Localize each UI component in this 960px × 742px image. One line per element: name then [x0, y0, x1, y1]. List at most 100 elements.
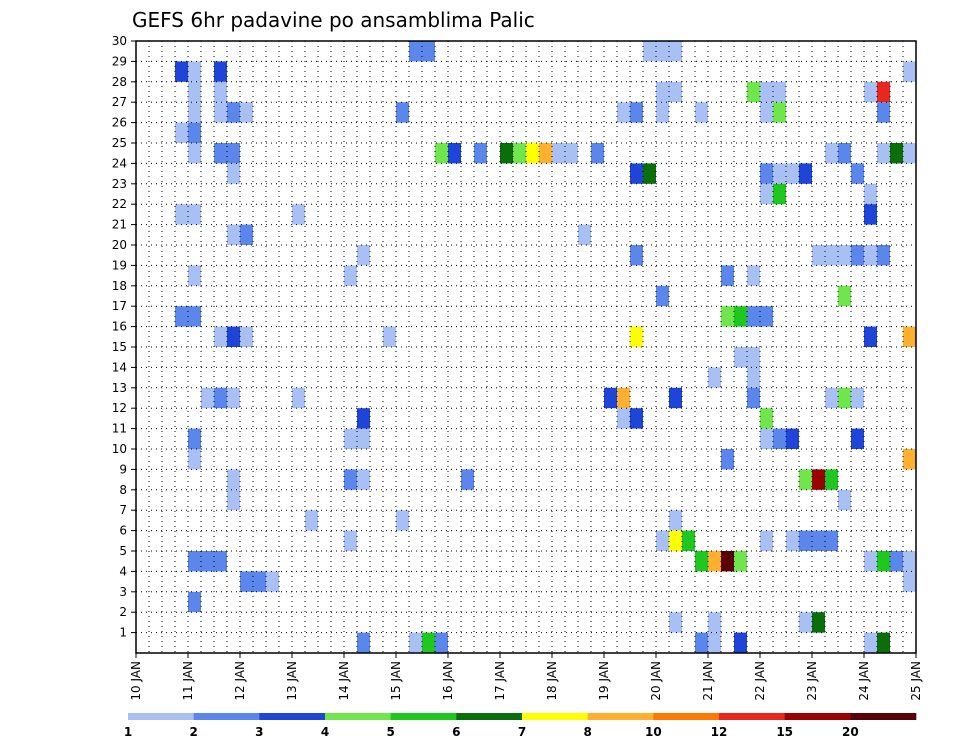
heatmap-cell — [903, 571, 916, 592]
colorbar-label: 6 — [452, 725, 460, 739]
y-tick-label: 7 — [119, 503, 127, 517]
heatmap-cell — [669, 530, 682, 551]
heatmap-cell — [214, 102, 227, 123]
colorbar-swatch — [719, 713, 785, 720]
heatmap-cell — [240, 571, 253, 592]
heatmap-cell — [175, 306, 188, 327]
heatmap-cell — [760, 183, 773, 205]
heatmap-cell — [227, 143, 240, 164]
colorbar-label: 3 — [255, 725, 263, 739]
y-tick-label: 21 — [112, 218, 127, 232]
heatmap-cell — [799, 612, 812, 633]
y-tick-label: 28 — [112, 75, 127, 89]
heatmap-cell — [903, 143, 916, 164]
colorbar-label: 20 — [842, 725, 859, 739]
heatmap-cell — [890, 143, 903, 164]
heatmap-cell — [669, 510, 682, 531]
heatmap-cell — [877, 245, 890, 266]
heatmap-cell — [448, 143, 461, 164]
colorbar-label: 2 — [189, 725, 197, 739]
heatmap-cell — [240, 102, 253, 123]
heatmap-cell — [357, 632, 370, 653]
heatmap-cell — [877, 551, 890, 572]
heatmap-cell — [188, 428, 201, 449]
y-tick-label: 17 — [112, 299, 127, 313]
heatmap-cell — [747, 347, 760, 368]
heatmap-cell — [552, 143, 565, 164]
heatmap-cell — [188, 204, 201, 225]
heatmap-cell — [175, 122, 188, 143]
x-tick-label: 10 JAN — [129, 661, 143, 701]
heatmap-cell — [786, 163, 799, 184]
heatmap-cell — [383, 326, 396, 347]
heatmap-cell — [864, 245, 877, 266]
heatmap-cell — [422, 41, 435, 62]
heatmap-cell — [435, 632, 448, 653]
heatmap-cell — [838, 387, 851, 409]
heatmap-cell — [864, 204, 877, 225]
x-tick-label: 12 JAN — [233, 661, 247, 701]
heatmap-cell — [721, 449, 734, 470]
heatmap-cell — [747, 81, 760, 103]
colorbar-swatch — [850, 713, 917, 720]
heatmap-cell — [708, 632, 721, 653]
heatmap-cells — [175, 41, 916, 653]
heatmap-cell — [760, 306, 773, 327]
heatmap-cell — [201, 551, 214, 572]
heatmap-cell — [188, 143, 201, 164]
heatmap-cell — [851, 163, 864, 184]
heatmap-cell — [175, 61, 188, 82]
heatmap-cell — [708, 612, 721, 633]
y-tick-label: 6 — [119, 524, 127, 538]
y-tick-label: 13 — [112, 381, 127, 395]
heatmap-cell — [825, 530, 838, 551]
heatmap-cell — [305, 510, 318, 531]
heatmap-cell — [838, 489, 851, 511]
y-tick-label: 25 — [112, 136, 127, 150]
heatmap-cell — [877, 102, 890, 123]
heatmap-cell — [227, 326, 240, 347]
heatmap-cell — [864, 632, 877, 653]
x-tick-label: 22 JAN — [753, 661, 767, 701]
colorbar-label: 7 — [518, 725, 526, 739]
heatmap-cell — [240, 326, 253, 347]
heatmap-cell — [760, 408, 773, 429]
heatmap-cell — [851, 428, 864, 449]
colorbar-label: 5 — [386, 725, 394, 739]
heatmap-cell — [656, 285, 669, 307]
x-tick-label: 18 JAN — [545, 661, 559, 701]
heatmap-cell — [188, 122, 201, 143]
heatmap-cell — [773, 183, 786, 205]
heatmap-cell — [474, 143, 487, 164]
heatmap-cell — [799, 530, 812, 551]
heatmap-cell — [630, 163, 643, 184]
heatmap-cell — [175, 204, 188, 225]
y-axis-ticks: 1234567891011121314151617181920212223242… — [112, 34, 136, 640]
heatmap-cell — [825, 143, 838, 164]
heatmap-cell — [734, 306, 747, 327]
heatmap-cell — [422, 632, 435, 653]
x-tick-label: 17 JAN — [493, 661, 507, 701]
heatmap-cell — [214, 81, 227, 103]
heatmap-cell — [435, 143, 448, 164]
heatmap-cell — [396, 510, 409, 531]
heatmap-cell — [669, 612, 682, 633]
heatmap-cell — [669, 41, 682, 62]
x-tick-label: 11 JAN — [181, 661, 195, 701]
heatmap-cell — [669, 387, 682, 409]
heatmap-cell — [812, 245, 825, 266]
colorbar-label: 15 — [776, 725, 793, 739]
heatmap-cell — [188, 306, 201, 327]
heatmap-cell — [656, 81, 669, 103]
heatmap-cell — [656, 41, 669, 62]
heatmap-cell — [630, 326, 643, 347]
heatmap-cell — [760, 530, 773, 551]
heatmap-cell — [344, 428, 357, 449]
heatmap-cell — [825, 245, 838, 266]
heatmap-cell — [188, 102, 201, 123]
heatmap-cell — [344, 530, 357, 551]
y-tick-label: 12 — [112, 401, 127, 415]
heatmap-cell — [708, 551, 721, 572]
colorbar-label: 4 — [321, 725, 329, 739]
heatmap-cell — [799, 163, 812, 184]
